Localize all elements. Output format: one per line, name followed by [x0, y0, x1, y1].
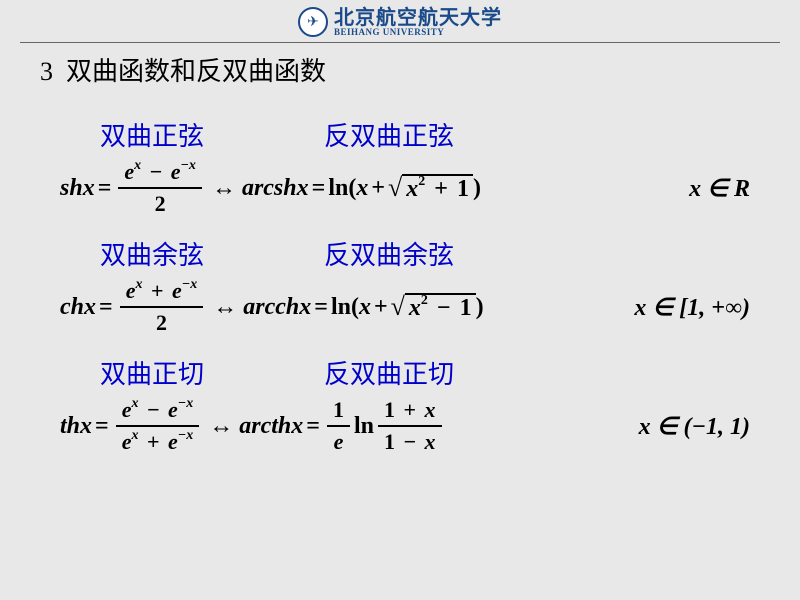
frac-tanh: ex − e−x ex + e−x [116, 397, 200, 455]
frac-inv1: 1 e [327, 397, 350, 455]
university-name-en: BEIHANG UNIVERSITY [334, 28, 502, 37]
label-arctanh: 反双曲正切 [324, 354, 454, 391]
domain-1: x ∈ R [689, 174, 750, 203]
formula-row-2: chx = ex + e−x 2 ↔ arcchx = ln(x+ √x2 − … [60, 278, 760, 336]
label-cosh: 双曲余弦 [100, 235, 204, 272]
university-name-cn: 北京航空航天大学 [334, 8, 502, 28]
func-arcthx: arcthx [239, 413, 303, 440]
func-shx: shx [60, 175, 95, 202]
section-number: 3 [40, 57, 53, 86]
label-arccosh: 反双曲余弦 [324, 235, 454, 272]
frac-cosh: ex + e−x 2 [120, 278, 204, 336]
label-arcsinh: 反双曲正弦 [324, 116, 454, 153]
domain-3: x ∈ (−1, 1) [639, 412, 750, 441]
label-tanh: 双曲正切 [100, 354, 204, 391]
frac-inv2: 1 + x 1 − x [378, 397, 442, 455]
formula-tanh: thx = ex − e−x ex + e−x ↔ arcthx = 1 e l… [60, 397, 446, 455]
plane-icon: ✈ [307, 14, 319, 31]
formula-row-1: shx = ex − e−x 2 ↔ arcshx = ln(x+ √x2 + … [60, 159, 760, 217]
section-title: 3 双曲函数和反双曲函数 [40, 51, 760, 88]
labels-row-2: 双曲余弦 反双曲余弦 [100, 235, 760, 272]
header-divider [20, 42, 780, 43]
section-title-text: 双曲函数和反双曲函数 [66, 57, 326, 86]
labels-row-3: 双曲正切 反双曲正切 [100, 354, 760, 391]
func-thx: thx [60, 413, 92, 440]
formula-sinh: shx = ex − e−x 2 ↔ arcshx = ln(x+ √x2 + … [60, 159, 481, 217]
label-sinh: 双曲正弦 [100, 116, 204, 153]
header: ✈ 北京航空航天大学 BEIHANG UNIVERSITY [0, 0, 800, 40]
content-area: 3 双曲函数和反双曲函数 双曲正弦 反双曲正弦 shx = ex − e−x 2… [0, 51, 800, 455]
formula-cosh: chx = ex + e−x 2 ↔ arcchx = ln(x+ √x2 − … [60, 278, 484, 336]
formula-row-3: thx = ex − e−x ex + e−x ↔ arcthx = 1 e l… [60, 397, 760, 455]
university-logo: ✈ [298, 7, 328, 37]
labels-row-1: 双曲正弦 反双曲正弦 [100, 116, 760, 153]
func-arcchx: arcchx [243, 294, 311, 321]
university-name-block: 北京航空航天大学 BEIHANG UNIVERSITY [334, 8, 502, 37]
frac-sinh: ex − e−x 2 [118, 159, 202, 217]
ln-op: ln [354, 413, 374, 440]
domain-2: x ∈ [1, +∞) [634, 293, 750, 322]
func-arcshx: arcshx [242, 175, 309, 202]
func-chx: chx [60, 294, 96, 321]
